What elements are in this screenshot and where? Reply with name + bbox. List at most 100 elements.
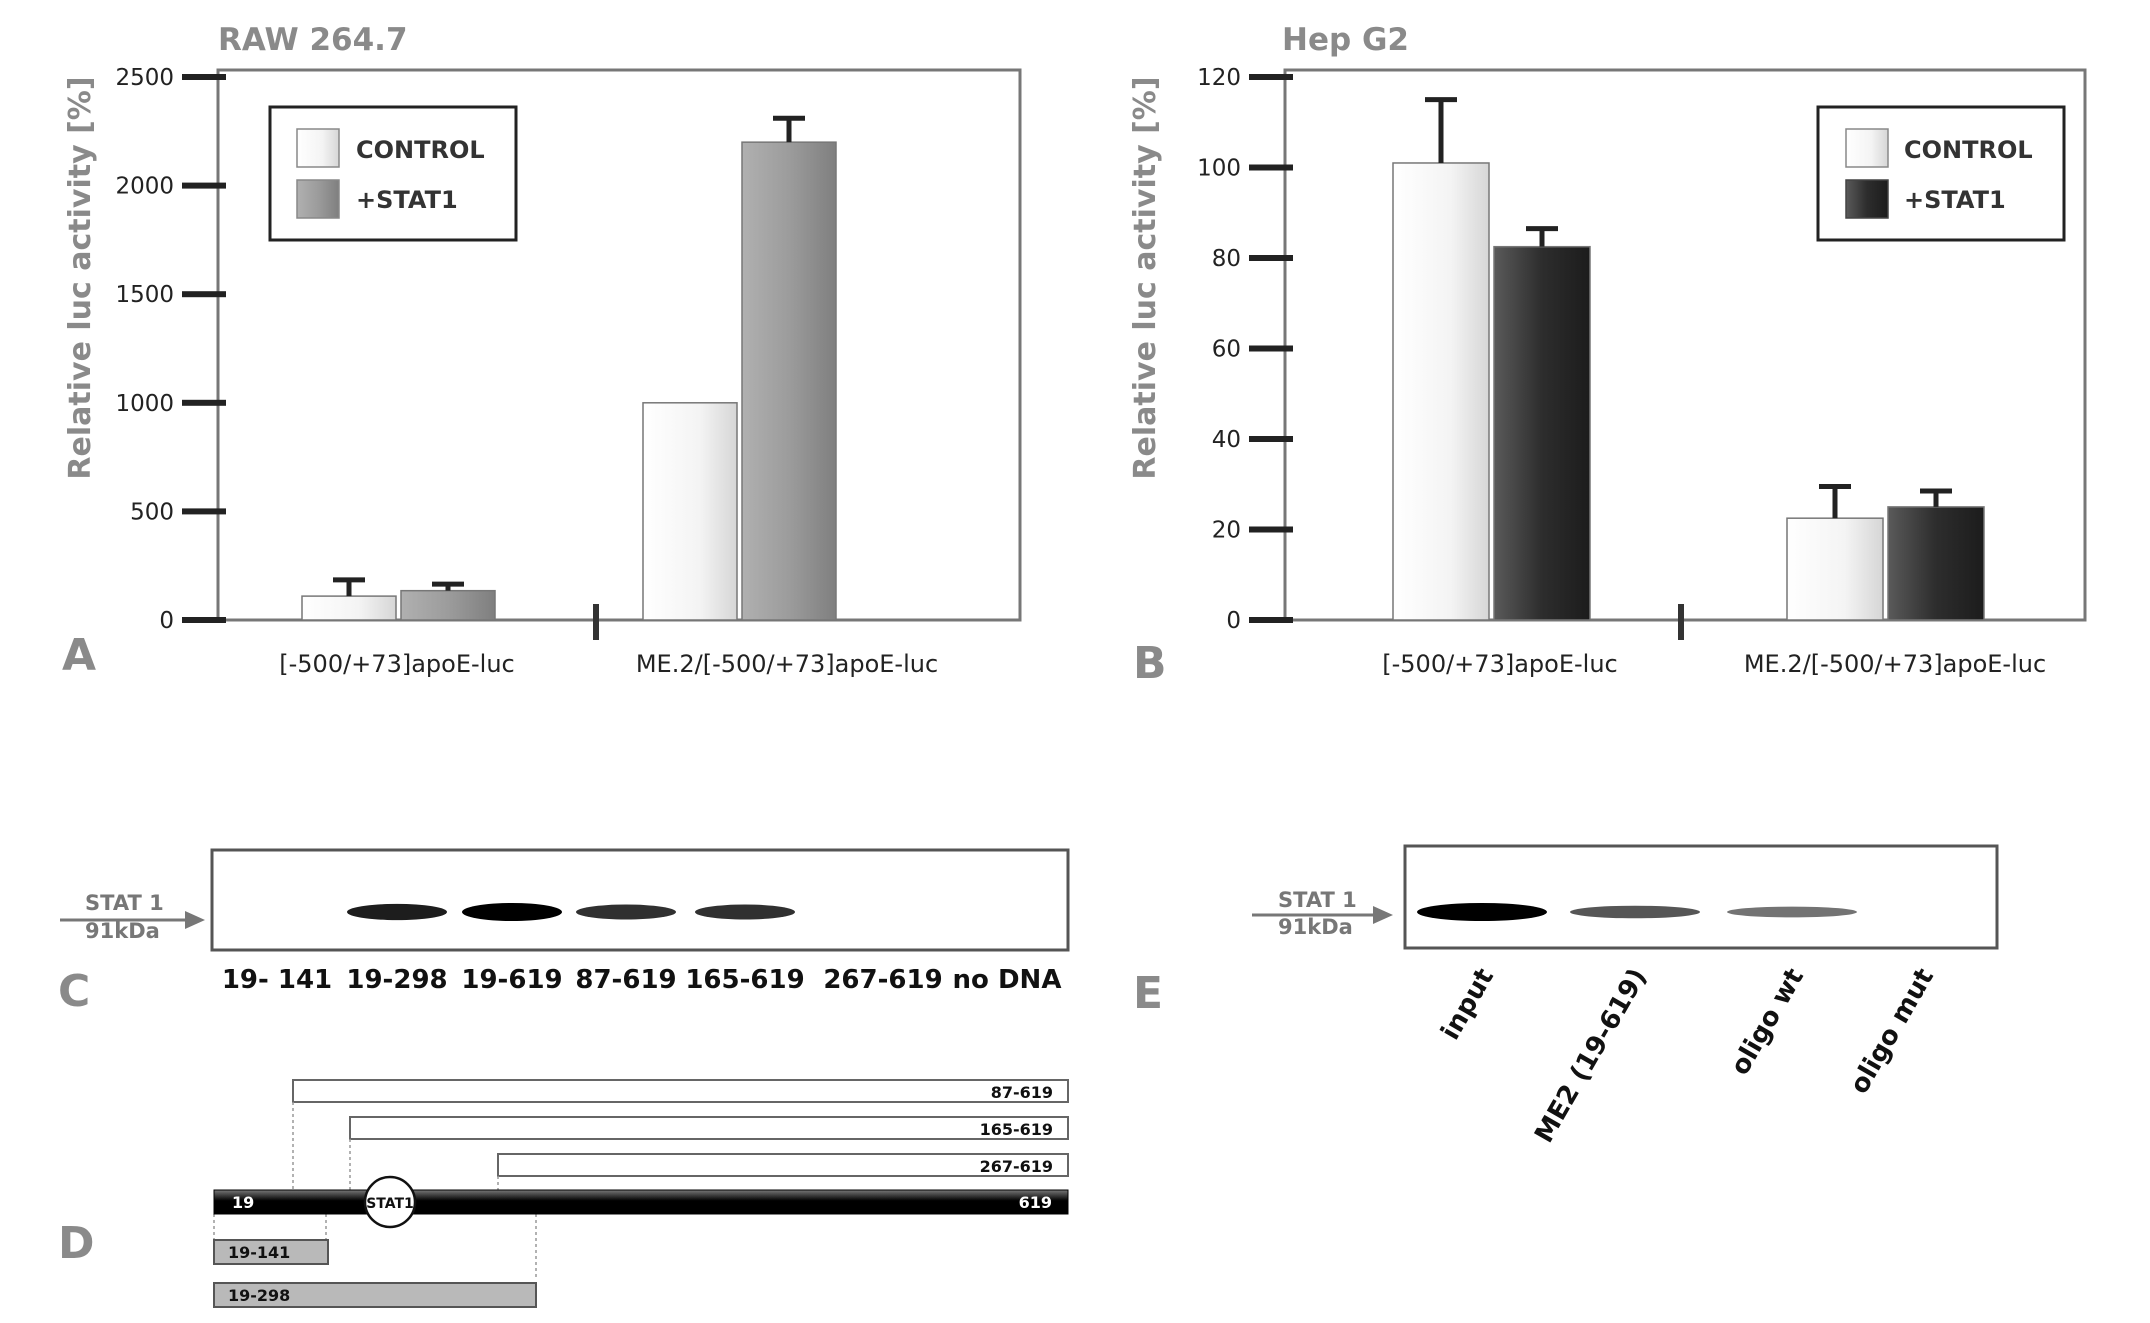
y-tick-mark (1249, 526, 1293, 533)
y-tick-label: 1000 (115, 391, 174, 417)
panel-a-title: RAW 264.7 (218, 22, 408, 58)
y-tick-label: 100 (1197, 156, 1241, 182)
panel-e-arrow-head (1373, 906, 1393, 924)
fragment-label-87-619: 87-619 (991, 1083, 1053, 1102)
y-tick-mark (1249, 436, 1293, 442)
bar-control-0 (301, 595, 397, 621)
fragment-bar-19-141 (213, 1239, 329, 1265)
sequence-start-label: 19 (232, 1193, 254, 1212)
panel-a-chart: RAW 264.7 Relative luc activity [%] 0 500… (62, 22, 1022, 681)
y-tick-label: 120 (1197, 65, 1241, 91)
category-label: [-500/+73]apoE-luc (279, 650, 514, 678)
lane-label: 19- 141 (222, 965, 332, 995)
lane-label: 19-619 (461, 965, 562, 995)
panel-a-categories: [-500/+73]apoE-luc ME.2/[-500/+73]apoE-lu… (279, 650, 938, 678)
panel-b-legend-swatch-control (1845, 128, 1889, 168)
panel-b-categories: [-500/+73]apoE-luc ME.2/[-500/+73]apoE-lu… (1382, 650, 2046, 678)
bar-stat1-0 (1493, 245, 1591, 621)
y-tick-label: 1500 (115, 282, 174, 308)
lane-label: oligo wt (1725, 964, 1810, 1081)
stat1-binding-site-label: STAT1 (366, 1196, 414, 1212)
lane-label: oligo mut (1844, 964, 1940, 1100)
y-tick-mark (182, 74, 226, 80)
y-tick-mark (182, 182, 226, 189)
panel-b-error-bars (1425, 97, 1952, 519)
y-tick-label: 80 (1212, 246, 1241, 272)
y-tick-label: 2500 (115, 65, 174, 91)
panel-b-legend-label-control: CONTROL (1904, 136, 2033, 164)
blot-band (695, 904, 795, 920)
panel-a-legend-label-stat1: +STAT1 (356, 186, 458, 214)
y-tick-mark (182, 399, 226, 406)
panel-d-construct-map: 87-619 165-619 267-619 19 619 STAT1 19-1… (58, 1079, 1069, 1308)
lane-label: 267-619 (823, 965, 942, 995)
sequence-end-label: 619 (1019, 1193, 1052, 1212)
panel-a-legend-swatch-control (296, 128, 340, 168)
y-tick-label: 40 (1212, 427, 1241, 453)
y-tick-mark (182, 508, 226, 515)
panel-a-axis-break (593, 604, 599, 640)
panel-a-legend-swatch-stat1 (296, 179, 340, 219)
bar-stat1-1 (741, 141, 837, 621)
y-tick-label: 0 (1226, 608, 1241, 634)
panel-c-lane-labels: 19- 141 19-298 19-619 87-619 165-619 267-619 n… (222, 965, 1062, 995)
full-length-sequence-bar (213, 1189, 1069, 1215)
panel-b-axis-break (1678, 604, 1684, 640)
panel-e-membrane (1403, 844, 1999, 950)
panel-e-lane-labels: input ME2 (19-619) oligo wt oligo mut (1436, 964, 1940, 1149)
y-tick-mark (1249, 74, 1293, 80)
y-tick-label: 500 (130, 499, 174, 525)
panel-b-y-ticks: 0 20 40 60 80 100 120 (1197, 65, 1293, 634)
y-tick-label: 60 (1212, 337, 1241, 363)
blot-band (1727, 906, 1857, 918)
bar-control-1 (1786, 517, 1884, 621)
fragment-bar-267-619 (497, 1153, 1069, 1177)
category-label: ME.2/[-500/+73]apoE-luc (636, 650, 938, 678)
bar-stat1-0 (400, 589, 496, 621)
blot-band (576, 904, 676, 920)
fragment-label-165-619: 165-619 (980, 1120, 1053, 1139)
panel-b-letter: B (1133, 638, 1167, 689)
panel-e-blot: STAT 1 91kDa input ME2 (19-619) oligo wt ol… (1133, 844, 1999, 1149)
panel-c-membrane (210, 848, 1070, 952)
panel-b-bars (1392, 162, 1985, 621)
fragment-label-267-619: 267-619 (980, 1157, 1053, 1176)
panel-b-legend-swatch-stat1 (1845, 179, 1889, 219)
bar-control-1 (642, 402, 738, 621)
y-tick-mark (1249, 617, 1293, 623)
panel-a-error-bars (333, 115, 805, 597)
y-tick-label: 20 (1212, 518, 1241, 544)
panel-c-bands (347, 903, 795, 921)
panel-a-legend-label-control: CONTROL (356, 136, 485, 164)
panel-e-marker-label: STAT 1 (1278, 888, 1357, 912)
panel-c-marker-size: 91kDa (85, 919, 160, 943)
bar-control-0 (1392, 162, 1490, 621)
lane-label: 87-619 (575, 965, 676, 995)
blot-band (1570, 905, 1700, 919)
fragment-bar-87-619 (292, 1079, 1069, 1103)
fragment-bar-165-619 (349, 1116, 1069, 1140)
lane-label: no DNA (953, 965, 1062, 995)
panel-a-legend: CONTROL +STAT1 (268, 105, 518, 242)
blot-band (347, 903, 447, 921)
y-tick-mark (182, 291, 226, 298)
stat1-binding-site (363, 1175, 417, 1229)
panel-c-arrow-head (185, 911, 205, 929)
category-label: [-500/+73]apoE-luc (1382, 650, 1617, 678)
panel-e-marker-size: 91kDa (1278, 915, 1353, 939)
panel-d-letter: D (58, 1218, 95, 1269)
panel-b-title: Hep G2 (1282, 22, 1409, 58)
panel-b-legend: CONTROL +STAT1 (1816, 105, 2066, 242)
fragment-label-19-141: 19-141 (228, 1243, 290, 1262)
blot-band (462, 903, 562, 921)
lane-label: input (1436, 964, 1500, 1046)
panel-a-y-axis-label: Relative luc activity [%] (63, 76, 98, 479)
bar-stat1-1 (1887, 506, 1985, 621)
y-tick-mark (182, 617, 226, 623)
y-tick-label: 0 (159, 608, 174, 634)
panel-c-marker-label: STAT 1 (85, 891, 164, 915)
lane-label: ME2 (19-619) (1529, 964, 1653, 1149)
y-tick-mark (1249, 255, 1293, 261)
blot-band (1417, 903, 1547, 921)
